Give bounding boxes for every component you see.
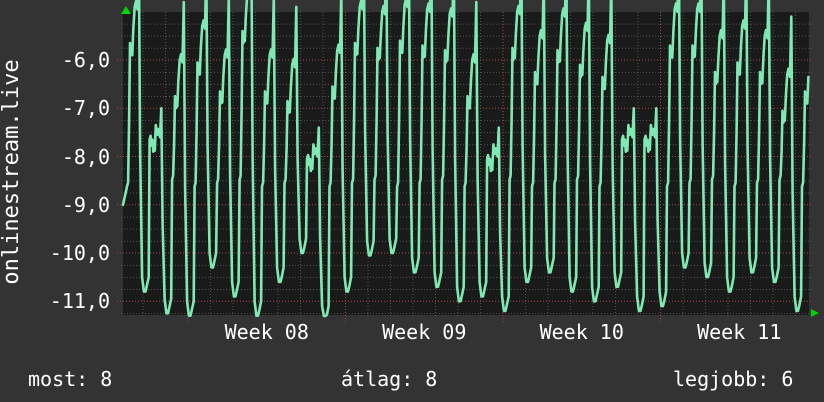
x-tick-label: Week 09 — [382, 320, 467, 344]
y-tick-label: -11,0 — [49, 289, 110, 314]
y-tick-label: -8,0 — [61, 144, 110, 169]
x-tick-label: Week 11 — [697, 320, 782, 344]
y-tick-label: -7,0 — [61, 96, 110, 121]
stat-legjobb: legjobb: 6 — [673, 367, 794, 391]
x-tick-label: Week 10 — [539, 320, 624, 344]
y-tick-label: -9,0 — [61, 192, 110, 217]
stat-atlag: átlag: 8 — [341, 367, 438, 391]
y-tick-label: -6,0 — [61, 48, 110, 72]
y-tick-label: -10,0 — [49, 241, 110, 265]
x-tick-label: Week 08 — [224, 320, 309, 344]
stat-most: most: 8 — [28, 367, 113, 391]
